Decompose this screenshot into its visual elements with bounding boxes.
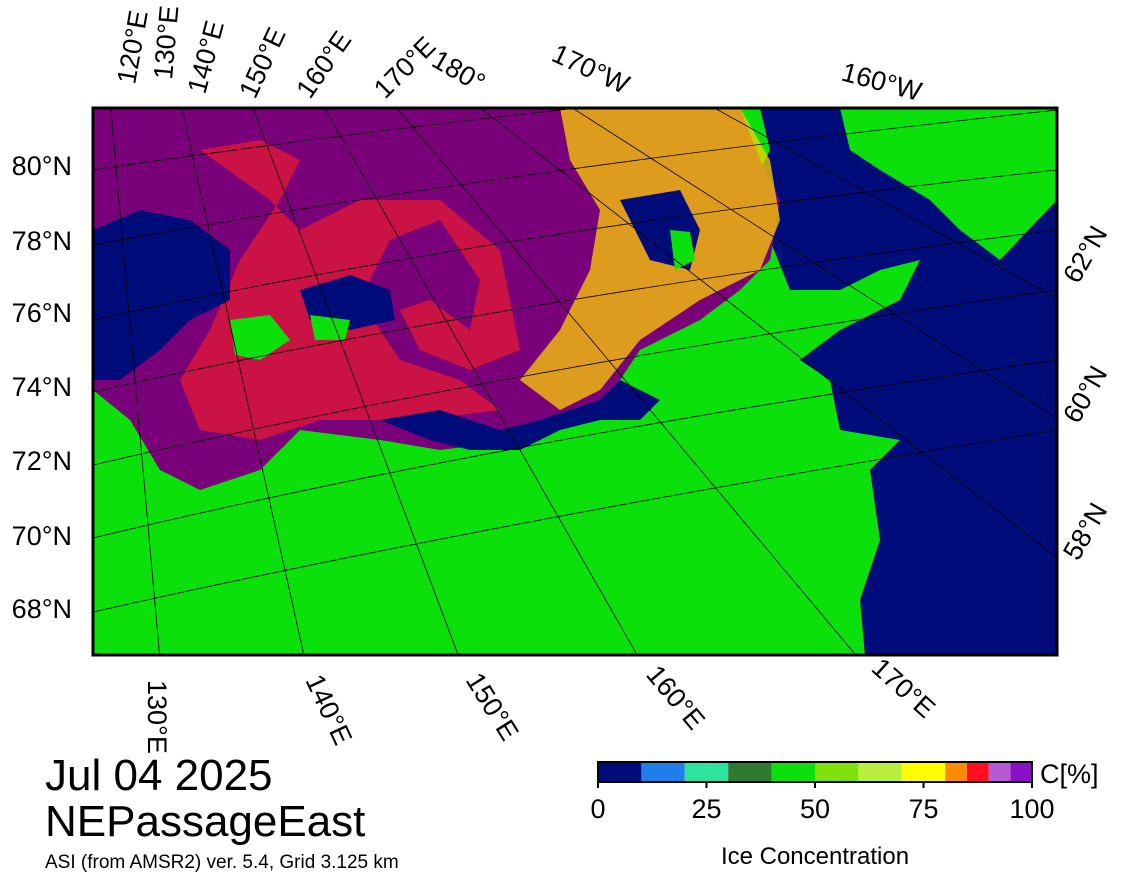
lat-label: 76°N bbox=[12, 298, 72, 328]
land bbox=[840, 108, 1057, 260]
date: Jul 04 2025 bbox=[45, 751, 273, 800]
lon-label: 140°E bbox=[300, 670, 358, 750]
colorbar-segment bbox=[641, 762, 685, 782]
lat-label: 72°N bbox=[12, 446, 72, 476]
lat-label: 62°N bbox=[1057, 221, 1113, 288]
lon-label: 140°E bbox=[182, 17, 230, 96]
lon-label: 170°W bbox=[547, 38, 634, 100]
lat-label: 78°N bbox=[12, 226, 72, 256]
colorbar-tick-label: 100 bbox=[1009, 794, 1054, 824]
graticule bbox=[93, 108, 1057, 655]
map bbox=[93, 108, 1057, 655]
lon-label: 150°E bbox=[233, 23, 291, 103]
lon-label: 130°E bbox=[148, 4, 184, 80]
colorbar-segment bbox=[901, 762, 946, 782]
colorbar-unit: C[%] bbox=[1040, 759, 1099, 789]
colorbar-segment bbox=[1010, 762, 1032, 782]
ocean bbox=[93, 210, 230, 380]
lon-label: 170°E bbox=[866, 652, 941, 724]
region: NEPassageEast bbox=[45, 797, 365, 846]
colorbar-segment bbox=[988, 762, 1011, 782]
lon-label: 180° bbox=[427, 44, 490, 98]
colorbar-title: Ice Concentration bbox=[721, 843, 909, 870]
lon-label: 130°E bbox=[142, 680, 172, 754]
lat-label: 70°N bbox=[12, 521, 72, 551]
colorbar-tick-label: 0 bbox=[590, 794, 605, 824]
lat-label: 74°N bbox=[12, 372, 72, 402]
colorbar-segment bbox=[966, 762, 989, 782]
source: ASI (from AMSR2) ver. 5.4, Grid 3.125 km bbox=[45, 852, 399, 873]
lon-label: 150°E bbox=[460, 667, 525, 746]
lon-label: 160°E bbox=[290, 26, 357, 104]
lat-label: 60°N bbox=[1057, 361, 1113, 428]
island bbox=[230, 230, 695, 360]
colorbar-segment bbox=[728, 762, 772, 782]
lon-label: 160°E bbox=[640, 660, 710, 736]
ocean bbox=[380, 380, 660, 450]
lon-label: 160°W bbox=[838, 57, 925, 107]
map-frame bbox=[91, 106, 1059, 657]
lon-label: 120°E bbox=[111, 8, 153, 86]
colorbar-tick-label: 25 bbox=[691, 794, 721, 824]
colorbar-segment bbox=[858, 762, 902, 782]
colorbar-segment bbox=[598, 762, 642, 782]
colorbar-segment bbox=[771, 762, 815, 782]
lat-label: 80°N bbox=[12, 151, 72, 181]
ocean bbox=[300, 275, 395, 330]
colorbar-tick-label: 50 bbox=[800, 794, 830, 824]
lat-label: 58°N bbox=[1057, 498, 1113, 565]
colorbar: 0 25 50 75 100 bbox=[590, 761, 1055, 824]
colorbar-tick-label: 75 bbox=[908, 794, 938, 824]
lat-label: 68°N bbox=[12, 594, 72, 624]
colorbar-segment bbox=[684, 762, 729, 782]
colorbar-segment bbox=[945, 762, 967, 782]
colorbar-segment bbox=[815, 762, 859, 782]
